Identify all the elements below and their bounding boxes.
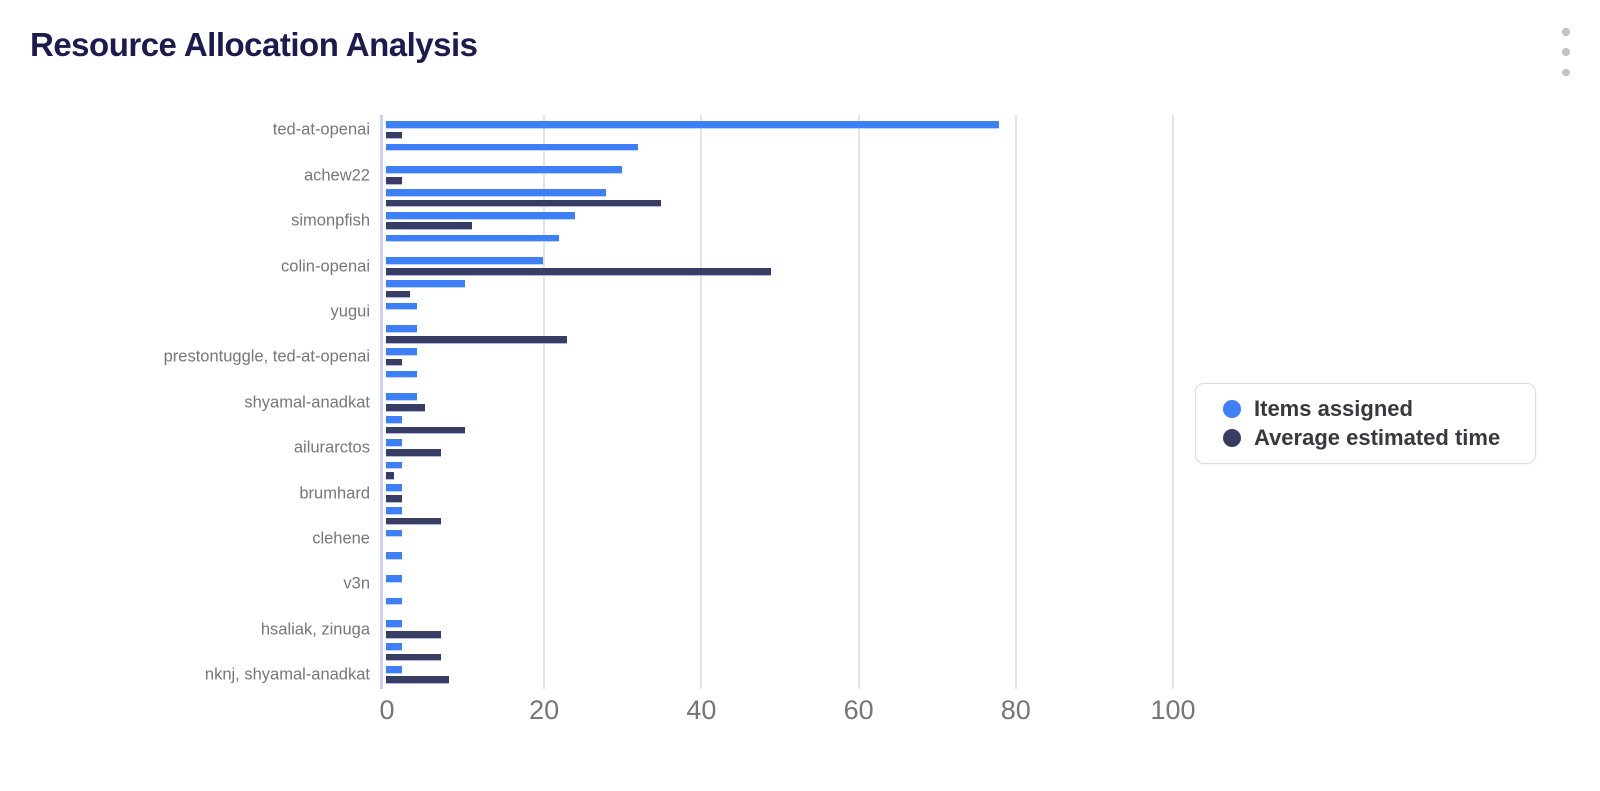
bar-avg-estimated-time[interactable] [386, 290, 410, 298]
legend-label: Items assigned [1254, 396, 1413, 421]
bar-avg-estimated-time[interactable] [386, 494, 402, 502]
bar-items-assigned[interactable] [386, 620, 402, 628]
bar-avg-estimated-time[interactable] [386, 472, 394, 479]
bar-items-assigned[interactable] [386, 597, 402, 605]
bar-items-assigned[interactable] [386, 302, 418, 310]
y-axis-category-label: ted-at-openai [272, 120, 370, 139]
x-axis-tick-label: 0 [379, 695, 395, 725]
y-axis-category-label: shyamal-anadkat [244, 393, 370, 412]
y-axis-line [380, 115, 383, 689]
y-axis-category-label: colin-openai [281, 257, 370, 275]
bar-avg-estimated-time[interactable] [386, 199, 662, 207]
y-axis-category-label: achew22 [303, 166, 370, 185]
kebab-dot [1562, 48, 1570, 56]
bar-avg-estimated-time[interactable] [386, 676, 449, 684]
bar-items-assigned[interactable] [386, 370, 418, 378]
bar-items-assigned[interactable] [386, 438, 402, 446]
legend-marker-blue-circle-icon [1223, 400, 1241, 418]
bar-avg-estimated-time[interactable] [386, 449, 442, 457]
bar-items-assigned[interactable] [386, 393, 418, 401]
kebab-dot [1562, 28, 1570, 36]
bar-items-assigned[interactable] [386, 643, 402, 650]
bar-avg-estimated-time[interactable] [386, 358, 402, 366]
bar-avg-estimated-time[interactable] [386, 131, 402, 139]
bar-avg-estimated-time[interactable] [386, 653, 442, 661]
bar-items-assigned[interactable] [386, 143, 638, 151]
bar-items-assigned[interactable] [386, 575, 402, 582]
legend-item-items-assigned[interactable]: Items assigned [1223, 395, 1535, 423]
gridline-x-60 [857, 115, 860, 689]
legend-marker-navy-circle-icon [1223, 429, 1241, 447]
y-axis-category-label: simonpfish [291, 211, 370, 230]
x-axis-tick-label: 20 [529, 695, 560, 725]
gridline-x-40 [700, 115, 703, 689]
bar-items-assigned[interactable] [386, 257, 544, 264]
bar-items-assigned[interactable] [386, 189, 607, 196]
bar-items-assigned[interactable] [386, 416, 402, 423]
bar-avg-estimated-time[interactable] [386, 177, 402, 184]
bar-items-assigned[interactable] [386, 461, 402, 469]
bar-items-assigned[interactable] [386, 211, 575, 219]
chart-legend: Items assigned Average estimated time [1195, 383, 1536, 464]
bar-items-assigned[interactable] [386, 234, 559, 242]
bar-items-assigned[interactable] [386, 529, 402, 537]
y-axis-category-label: clehene [312, 529, 370, 548]
bar-items-assigned[interactable] [386, 121, 1000, 128]
bar-items-assigned[interactable] [386, 506, 402, 514]
bar-avg-estimated-time[interactable] [386, 267, 772, 275]
x-axis-tick-label: 80 [1000, 695, 1031, 725]
x-axis-tick-label: 60 [843, 695, 874, 725]
bar-items-assigned[interactable] [386, 279, 465, 287]
kebab-menu-button[interactable] [1552, 28, 1580, 76]
y-axis-category-label: ailurarctos [293, 438, 370, 457]
y-axis-category-label: nknj, shyamal-anadkat [204, 665, 370, 684]
y-axis-category-label: v3n [343, 574, 370, 593]
x-axis-tick-label: 40 [686, 695, 717, 725]
legend-item-average-estimated-time[interactable]: Average estimated time [1223, 424, 1535, 452]
x-axis-tick-label: 100 [1150, 695, 1196, 725]
bar-items-assigned[interactable] [386, 484, 402, 491]
bar-items-assigned[interactable] [386, 348, 418, 355]
bar-avg-estimated-time[interactable] [386, 222, 473, 230]
gridline-x-20 [543, 115, 546, 689]
gridline-x-100 [1172, 115, 1174, 689]
bar-items-assigned[interactable] [386, 166, 622, 174]
bar-avg-estimated-time[interactable] [386, 426, 465, 434]
y-axis-category-label: hsaliak, zinuga [260, 620, 370, 639]
kebab-dot [1562, 68, 1570, 76]
y-axis-category-label: yugui [330, 302, 370, 321]
page-title: Resource Allocation Analysis [30, 26, 478, 63]
bar-items-assigned[interactable] [386, 325, 418, 333]
bar-avg-estimated-time[interactable] [386, 404, 426, 411]
bar-avg-estimated-time[interactable] [386, 517, 442, 525]
bar-avg-estimated-time[interactable] [386, 631, 442, 638]
y-axis-category-label: brumhard [299, 484, 370, 502]
y-axis-category-label: prestontuggle, ted-at-openai [163, 347, 370, 366]
bar-items-assigned[interactable] [386, 665, 402, 673]
bar-avg-estimated-time[interactable] [386, 335, 567, 343]
bar-items-assigned[interactable] [386, 552, 402, 560]
gridline-x-80 [1014, 115, 1017, 689]
legend-label: Average estimated time [1254, 425, 1501, 450]
